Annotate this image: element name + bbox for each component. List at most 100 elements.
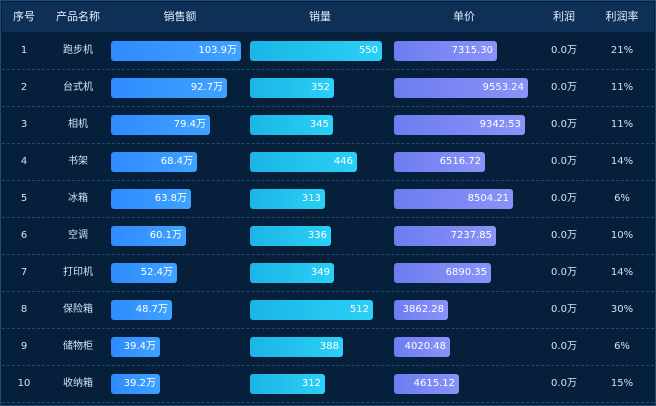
profit-rate: 30% bbox=[610, 304, 634, 315]
table-row[interactable]: 3 相机 79.4万 345 9342.53 0.0万 11% bbox=[2, 107, 654, 144]
header-sales[interactable]: 销售额 bbox=[163, 10, 197, 23]
table-row[interactable]: 7 打印机 52.4万 349 6890.35 0.0万 14% bbox=[2, 255, 654, 292]
sales-bar-label: 39.2万 bbox=[123, 378, 156, 389]
profit-value: 0.0万 bbox=[551, 82, 577, 93]
row-index: 2 bbox=[20, 82, 28, 93]
profit-rate: 6% bbox=[614, 193, 630, 204]
qty-bar: 345 bbox=[250, 115, 333, 135]
price-bar: 6516.72 bbox=[394, 152, 485, 172]
table-row[interactable]: 4 书架 68.4万 446 6516.72 0.0万 14% bbox=[2, 144, 654, 181]
table-row[interactable]: 2 台式机 92.7万 352 9553.24 0.0万 11% bbox=[2, 70, 654, 107]
profit-value: 0.0万 bbox=[551, 267, 577, 278]
price-bar: 6890.35 bbox=[394, 263, 491, 283]
price-bar-label: 9553.24 bbox=[482, 82, 524, 93]
sales-bar: 92.7万 bbox=[111, 78, 227, 98]
qty-bar-label: 313 bbox=[301, 193, 321, 204]
sales-bar: 63.8万 bbox=[111, 189, 191, 209]
product-name: 收纳箱 bbox=[63, 378, 93, 389]
profit-rate: 21% bbox=[610, 45, 634, 56]
profit-value: 0.0万 bbox=[551, 156, 577, 167]
qty-bar: 336 bbox=[250, 226, 331, 246]
product-name: 相机 bbox=[68, 119, 88, 130]
profit-rate: 6% bbox=[614, 341, 630, 352]
sales-bar-label: 92.7万 bbox=[190, 82, 223, 93]
qty-bar: 349 bbox=[250, 263, 334, 283]
profit-rate: 14% bbox=[610, 267, 634, 278]
header-index[interactable]: 序号 bbox=[13, 10, 35, 23]
row-divider bbox=[2, 328, 654, 329]
sales-bar-label: 60.1万 bbox=[149, 230, 182, 241]
sales-bar-label: 39.4万 bbox=[123, 341, 156, 352]
price-bar: 4020.48 bbox=[394, 337, 450, 357]
row-index: 5 bbox=[20, 193, 28, 204]
price-bar: 9553.24 bbox=[394, 78, 528, 98]
price-bar-label: 3862.28 bbox=[402, 304, 444, 315]
profit-rate: 11% bbox=[610, 119, 634, 130]
row-index: 1 bbox=[20, 45, 28, 56]
product-name: 台式机 bbox=[63, 82, 93, 93]
sales-bar: 79.4万 bbox=[111, 115, 210, 135]
row-index: 10 bbox=[17, 378, 31, 389]
row-index: 3 bbox=[20, 119, 28, 130]
profit-value: 0.0万 bbox=[551, 304, 577, 315]
qty-bar: 446 bbox=[250, 152, 357, 172]
price-bar-label: 4020.48 bbox=[404, 341, 446, 352]
table-row[interactable]: 6 空调 60.1万 336 7237.85 0.0万 10% bbox=[2, 218, 654, 255]
row-divider bbox=[2, 106, 654, 107]
qty-bar-label: 352 bbox=[310, 82, 330, 93]
sales-bar-label: 79.4万 bbox=[173, 119, 206, 130]
table-row[interactable]: 8 保险箱 48.7万 512 3862.28 0.0万 30% bbox=[2, 292, 654, 329]
profit-value: 0.0万 bbox=[551, 378, 577, 389]
profit-rate: 15% bbox=[610, 378, 634, 389]
sales-bar: 52.4万 bbox=[111, 263, 177, 283]
price-bar-label: 7237.85 bbox=[450, 230, 492, 241]
product-name: 跑步机 bbox=[63, 45, 93, 56]
product-name: 保险箱 bbox=[63, 304, 93, 315]
qty-bar-label: 336 bbox=[307, 230, 327, 241]
product-name: 储物柜 bbox=[63, 341, 93, 352]
header-name[interactable]: 产品名称 bbox=[56, 10, 100, 23]
sales-bar: 68.4万 bbox=[111, 152, 197, 172]
sales-bar: 39.2万 bbox=[111, 374, 160, 394]
header-profit[interactable]: 利润 bbox=[553, 10, 575, 23]
qty-bar: 550 bbox=[250, 41, 382, 61]
sales-bar: 48.7万 bbox=[111, 300, 172, 320]
price-bar: 7315.30 bbox=[394, 41, 497, 61]
price-bar-label: 4615.12 bbox=[413, 378, 455, 389]
header-rate[interactable]: 利润率 bbox=[605, 10, 639, 23]
product-name: 打印机 bbox=[63, 267, 93, 278]
qty-bar-label: 345 bbox=[309, 119, 329, 130]
table-row[interactable]: 9 储物柜 39.4万 388 4020.48 0.0万 6% bbox=[2, 329, 654, 366]
price-bar: 9342.53 bbox=[394, 115, 525, 135]
sales-bar-label: 63.8万 bbox=[154, 193, 187, 204]
sales-bar: 39.4万 bbox=[111, 337, 160, 357]
qty-bar-label: 550 bbox=[358, 45, 378, 56]
qty-bar: 313 bbox=[250, 189, 325, 209]
table-row[interactable]: 5 冰箱 63.8万 313 8504.21 0.0万 6% bbox=[2, 181, 654, 218]
qty-bar: 388 bbox=[250, 337, 343, 357]
sales-bar-label: 103.9万 bbox=[198, 45, 237, 56]
qty-bar: 312 bbox=[250, 374, 325, 394]
table-row[interactable]: 1 跑步机 103.9万 550 7315.30 0.0万 21% bbox=[2, 33, 654, 70]
price-bar: 3862.28 bbox=[394, 300, 448, 320]
sales-bar-label: 52.4万 bbox=[140, 267, 173, 278]
price-bar: 4615.12 bbox=[394, 374, 459, 394]
row-divider bbox=[2, 69, 654, 70]
row-divider bbox=[2, 217, 654, 218]
sales-bar: 60.1万 bbox=[111, 226, 186, 246]
qty-bar-label: 312 bbox=[301, 378, 321, 389]
sales-bar-label: 48.7万 bbox=[135, 304, 168, 315]
table-header: 序号 产品名称 销售额 销量 单价 利润 利润率 bbox=[2, 2, 654, 32]
row-divider bbox=[2, 365, 654, 366]
qty-bar-label: 512 bbox=[349, 304, 369, 315]
header-price[interactable]: 单价 bbox=[453, 10, 475, 23]
price-bar-label: 8504.21 bbox=[467, 193, 509, 204]
price-bar: 7237.85 bbox=[394, 226, 496, 246]
product-name: 书架 bbox=[68, 156, 88, 167]
row-index: 4 bbox=[20, 156, 28, 167]
price-bar-label: 9342.53 bbox=[479, 119, 521, 130]
table-row[interactable]: 10 收纳箱 39.2万 312 4615.12 0.0万 15% bbox=[2, 366, 654, 403]
qty-bar-label: 446 bbox=[333, 156, 353, 167]
price-bar-label: 6516.72 bbox=[439, 156, 481, 167]
header-qty[interactable]: 销量 bbox=[309, 10, 331, 23]
